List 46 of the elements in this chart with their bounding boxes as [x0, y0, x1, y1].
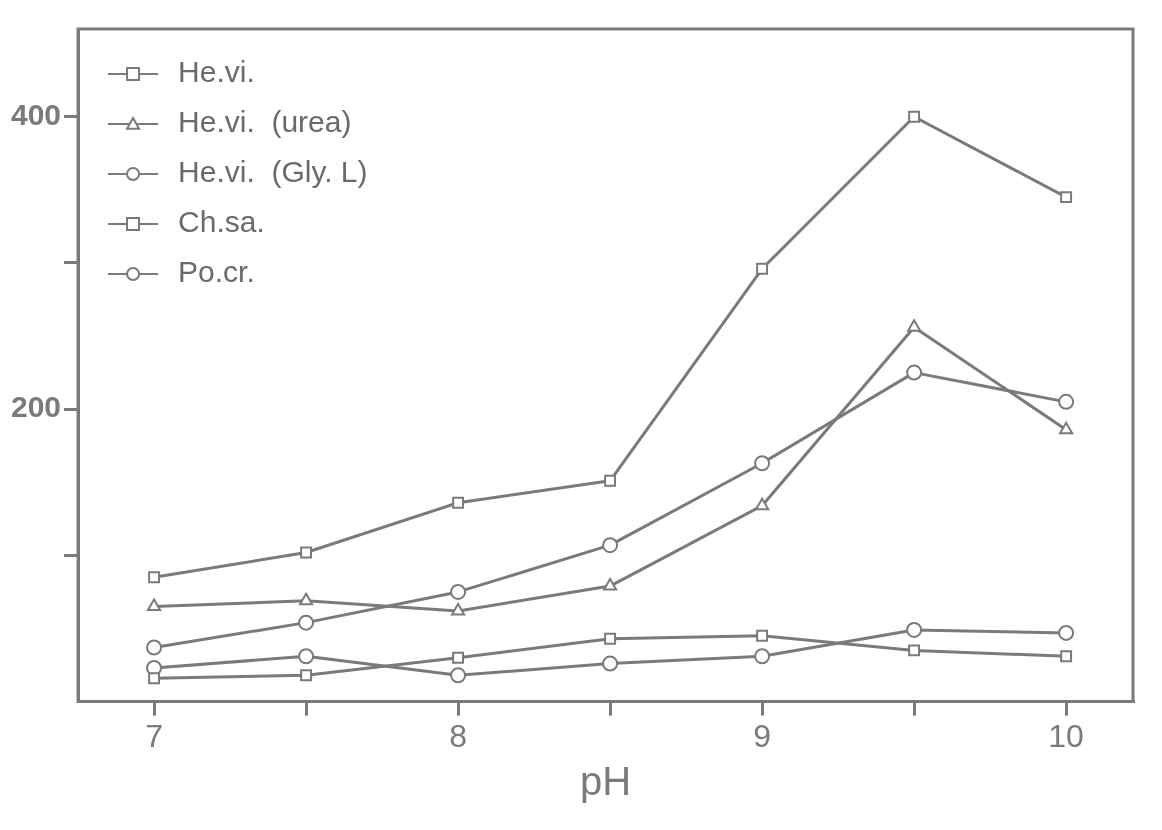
- point: [906, 364, 923, 381]
- point: [147, 598, 162, 612]
- legend-label: He.vi. (urea): [178, 105, 352, 139]
- point: [1060, 191, 1073, 204]
- point: [450, 583, 467, 600]
- point: [602, 655, 619, 672]
- point: [146, 639, 163, 656]
- point: [907, 319, 922, 332]
- point: [298, 614, 315, 631]
- point: [1060, 650, 1073, 663]
- point: [906, 621, 923, 638]
- point: [756, 629, 769, 642]
- legend-label: Ch.sa.: [178, 205, 265, 239]
- point: [300, 669, 313, 682]
- y-tick-label: 200: [10, 390, 62, 424]
- legend-label: He.vi. (Gly. L): [178, 155, 368, 189]
- point: [755, 497, 770, 511]
- point: [754, 648, 771, 665]
- x-tick-label: 10: [1048, 717, 1084, 754]
- point: [908, 644, 921, 657]
- point: [908, 110, 921, 123]
- x-tick-label: 7: [145, 717, 163, 754]
- x-axis-title: pH: [579, 759, 632, 804]
- point: [450, 667, 467, 684]
- y-tick-label: 400: [10, 98, 62, 131]
- point: [756, 262, 769, 275]
- legend-label: Po.cr.: [178, 255, 255, 289]
- point: [604, 474, 617, 487]
- point: [148, 672, 161, 685]
- point: [300, 546, 313, 559]
- x-tick-label: 8: [449, 717, 467, 754]
- point: [604, 632, 617, 645]
- point: [602, 537, 619, 554]
- point: [1058, 624, 1075, 641]
- point: [452, 496, 465, 509]
- point: [754, 455, 771, 472]
- point: [299, 592, 314, 606]
- point: [298, 648, 315, 665]
- point: [451, 602, 466, 616]
- legend-label: He.vi.: [178, 55, 255, 89]
- point: [603, 578, 618, 591]
- point: [148, 571, 161, 584]
- point: [452, 651, 465, 664]
- point: [1059, 421, 1074, 435]
- point: [1058, 393, 1075, 410]
- x-tick-label: 9: [753, 717, 771, 754]
